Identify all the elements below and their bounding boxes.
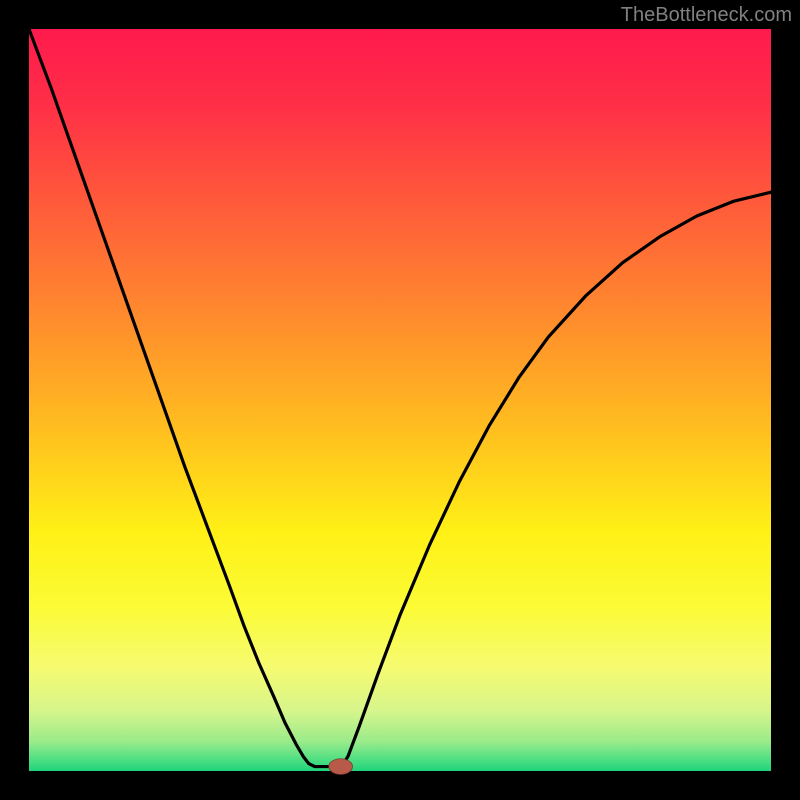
- optimal-point-marker: [329, 759, 353, 775]
- chart-container: TheBottleneck.com: [0, 0, 800, 800]
- attribution-label: TheBottleneck.com: [621, 4, 792, 27]
- bottleneck-chart: [0, 0, 800, 800]
- plot-background: [29, 29, 771, 771]
